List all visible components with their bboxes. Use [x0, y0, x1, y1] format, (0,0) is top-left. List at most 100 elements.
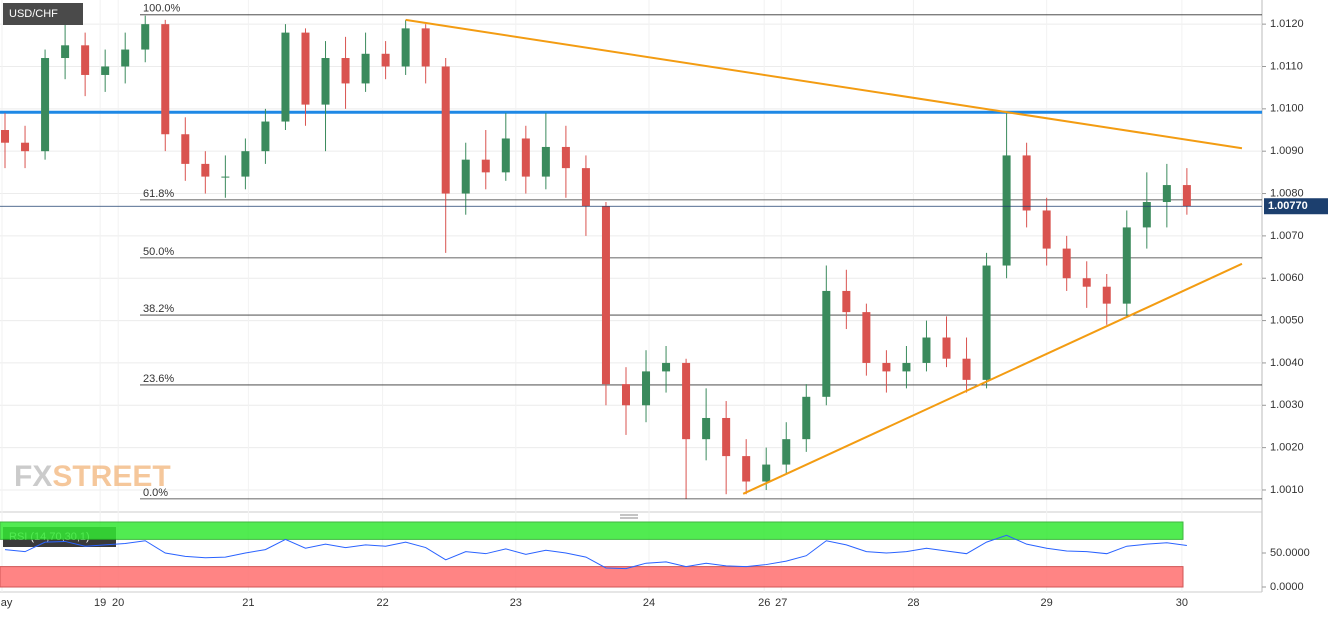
candle-body: [1142, 202, 1151, 228]
candle-body: [441, 66, 450, 194]
candle-body: [782, 439, 791, 465]
y-tick-label: 1.0080: [1270, 187, 1304, 199]
candle-body: [181, 134, 190, 164]
candle-body: [221, 176, 230, 178]
fib-label: 23.6%: [143, 373, 174, 385]
x-tick-label: 23: [510, 597, 522, 609]
candle-body: [742, 456, 751, 482]
candle-body: [1182, 185, 1191, 207]
candle-body: [802, 396, 811, 440]
candle-body: [161, 24, 170, 135]
candle-body: [361, 53, 370, 84]
rsi-y-tick-label: 50.0000: [1270, 547, 1310, 559]
watermark-street: STREET: [52, 460, 170, 493]
y-tick-label: 1.0030: [1270, 399, 1304, 411]
last-price-label: 1.00770: [1268, 200, 1308, 212]
fib-label: 0.0%: [143, 487, 168, 499]
y-tick-label: 1.0050: [1270, 314, 1304, 326]
fib-label: 61.8%: [143, 188, 174, 200]
fib-label: 38.2%: [143, 303, 174, 315]
rsi-line: [4, 534, 1187, 570]
x-tick-label: 27: [775, 597, 787, 609]
candle-body: [682, 362, 691, 440]
candle-body: [81, 45, 90, 75]
candle-body: [982, 265, 991, 380]
candle-body: [862, 312, 871, 363]
candle-body: [521, 138, 530, 177]
rsi-overbought-zone: [0, 521, 1184, 540]
x-tick-label: 19: [94, 597, 106, 609]
candle-body: [461, 159, 470, 194]
candle-body: [1, 130, 10, 143]
candle-body: [962, 358, 971, 380]
y-tick-label: 1.0070: [1270, 230, 1304, 242]
candle-body: [1162, 185, 1171, 203]
candle-body: [141, 24, 150, 50]
fib-label: 50.0%: [143, 246, 174, 258]
x-tick-label: 20: [112, 597, 124, 609]
candle-body: [722, 417, 731, 457]
rsi-y-tick-label: 0.0000: [1270, 581, 1304, 593]
candle-body: [1062, 248, 1071, 279]
candle-body: [481, 159, 490, 173]
candle-body: [762, 464, 771, 482]
x-tick-label: 28: [907, 597, 919, 609]
candle-body: [601, 206, 610, 385]
symbol-box: [3, 3, 83, 25]
candle-body: [1082, 278, 1091, 287]
last-price-box: [1264, 198, 1328, 215]
candle-body: [1102, 286, 1111, 304]
y-tick-label: 1.0040: [1270, 357, 1304, 369]
candle-body: [1042, 210, 1051, 249]
candle-body: [842, 290, 851, 313]
grid: [0, 0, 1262, 592]
y-tick-label: 1.0120: [1270, 18, 1304, 30]
watermark: FXSTREET: [14, 460, 171, 493]
symbol: USD/CHF: [9, 8, 58, 20]
candle-body: [822, 290, 831, 397]
rsi-oversold-zone: [0, 566, 1184, 588]
candle-body: [1022, 155, 1031, 211]
candle-body: [662, 362, 671, 372]
y-tick-label: 1.0100: [1270, 103, 1304, 115]
y-tick-label: 1.0010: [1270, 484, 1304, 496]
trendline: [742, 262, 1243, 495]
y-tick-label: 1.0020: [1270, 442, 1304, 454]
watermark-fx: FX: [14, 460, 52, 493]
trendline: [405, 18, 1243, 150]
x-tick-label: May: [0, 597, 13, 609]
x-tick-label: 21: [242, 597, 254, 609]
y-tick-label: 1.0090: [1270, 145, 1304, 157]
candle-body: [501, 138, 510, 173]
candle-body: [101, 66, 110, 75]
candle-body: [421, 28, 430, 67]
candle-body: [41, 58, 50, 152]
y-tick-label: 1.0060: [1270, 272, 1304, 284]
x-tick-label: 30: [1176, 597, 1188, 609]
candle-body: [581, 168, 590, 207]
candle-body: [241, 151, 250, 177]
fib-label: 100.0%: [143, 3, 181, 15]
candle-body: [1002, 155, 1011, 266]
candle-body: [261, 121, 270, 152]
candle-body: [621, 384, 630, 406]
candle-body: [401, 28, 410, 67]
candle-body: [201, 163, 210, 177]
x-tick-label: 26: [758, 597, 770, 609]
candle-body: [902, 362, 911, 372]
x-tick-label: 22: [376, 597, 388, 609]
candle-body: [561, 146, 570, 169]
candle-body: [541, 146, 550, 177]
candle-body: [21, 142, 30, 152]
candle-body: [642, 371, 651, 406]
candle-body: [922, 337, 931, 363]
candle-body: [882, 362, 891, 372]
candle-body: [942, 337, 951, 359]
candle-body: [702, 417, 711, 440]
candle-body: [61, 45, 70, 59]
candle-body: [301, 32, 310, 105]
x-tick-label: 24: [643, 597, 655, 609]
candle-body: [381, 53, 390, 67]
candle-body: [121, 49, 130, 67]
